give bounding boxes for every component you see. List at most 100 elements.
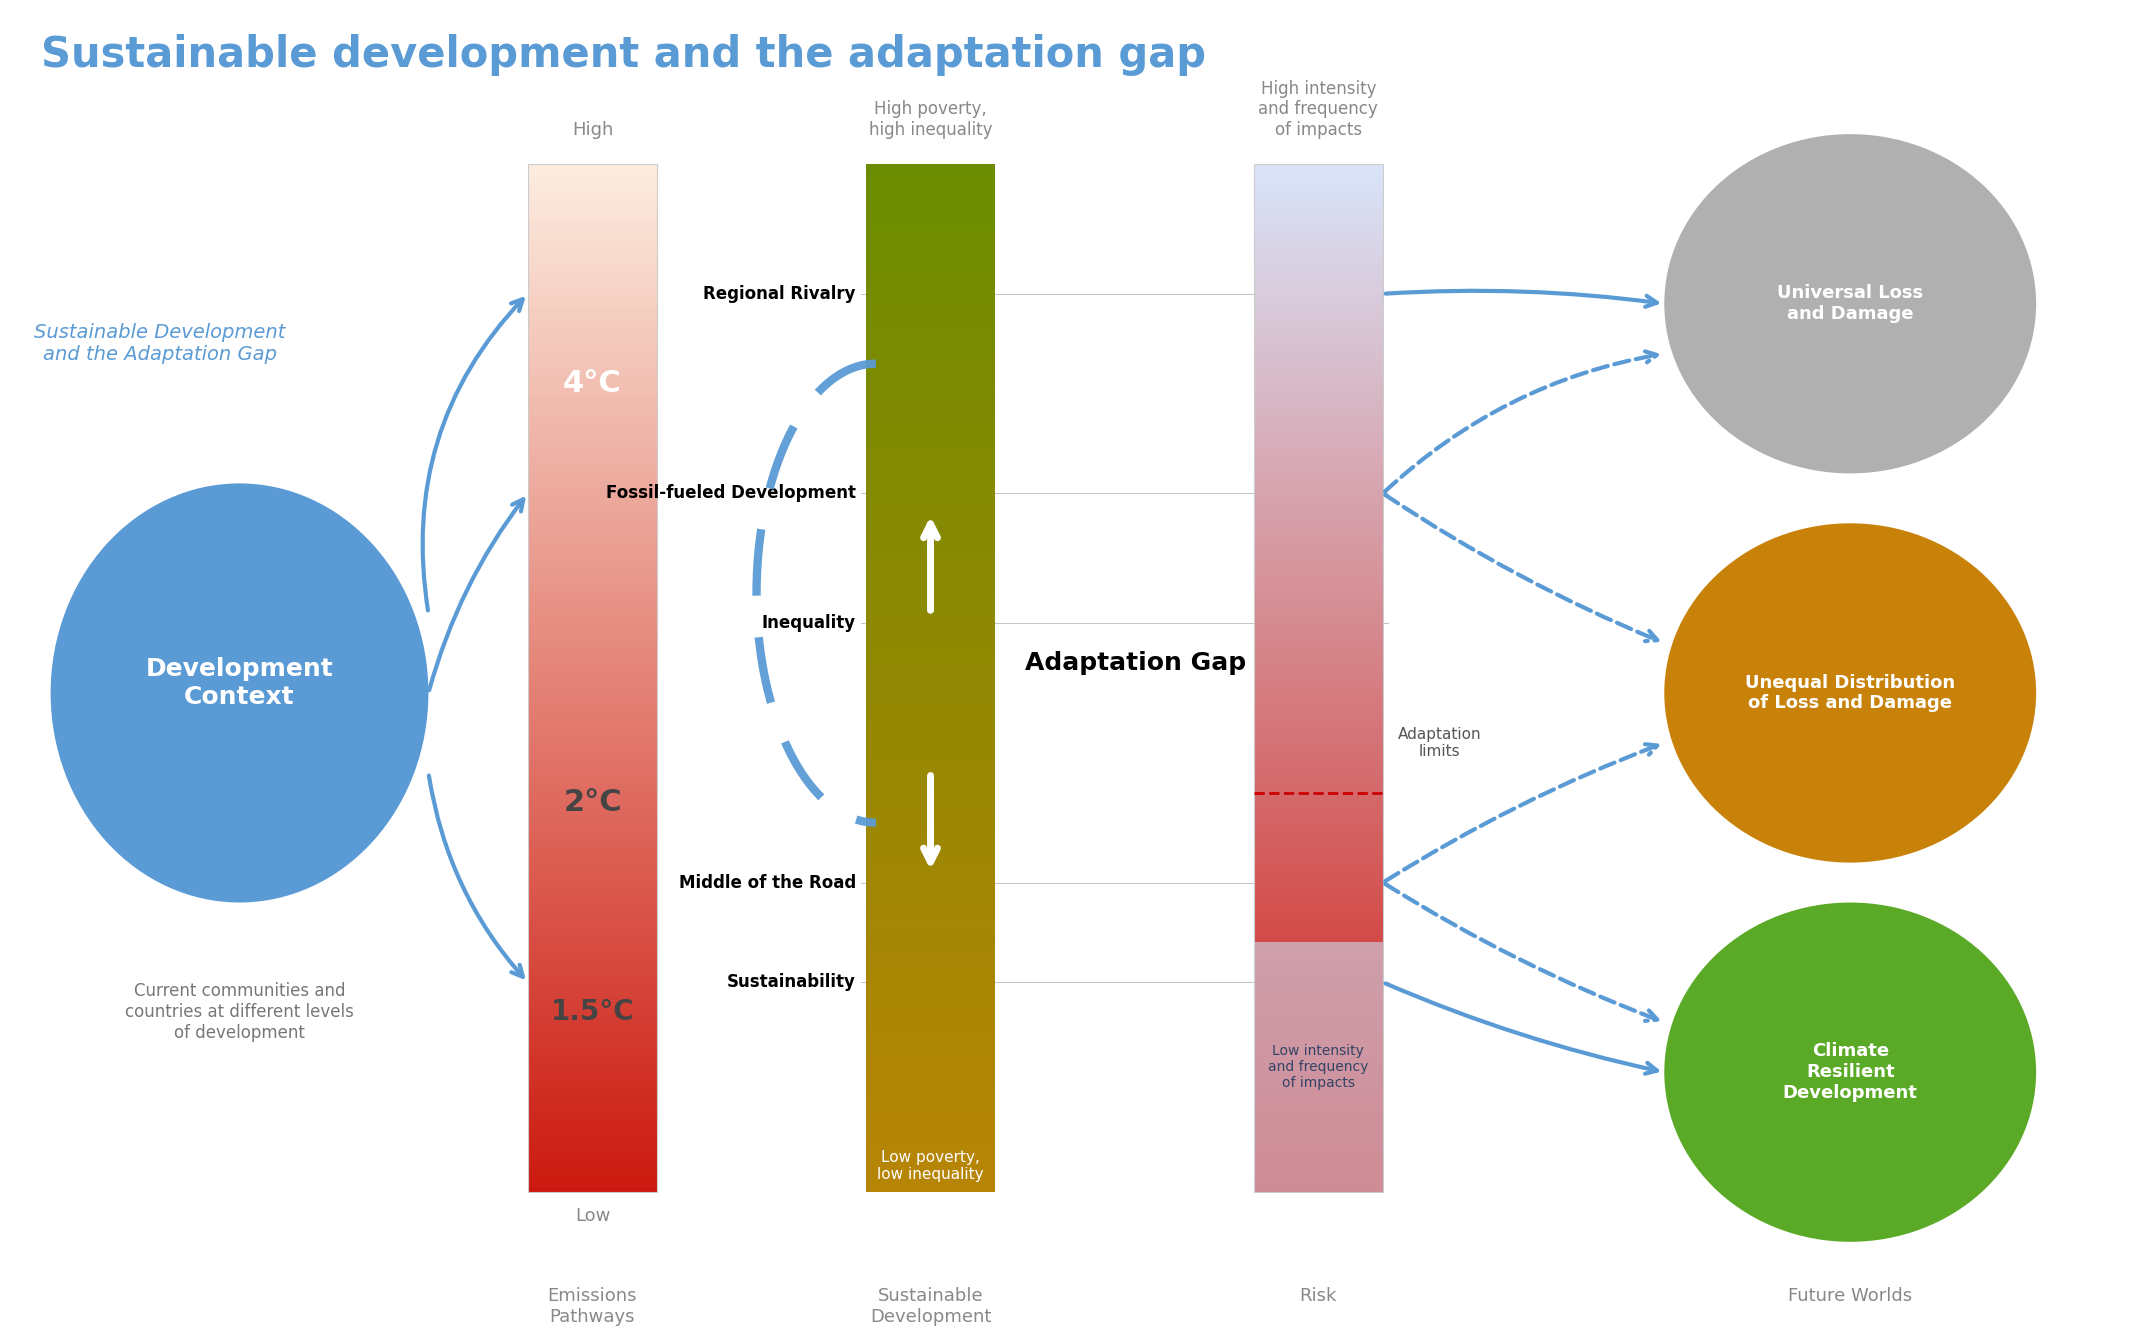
Bar xyxy=(528,555,658,560)
Bar xyxy=(1254,1058,1384,1064)
Bar xyxy=(1254,457,1384,462)
Bar xyxy=(528,976,658,982)
Bar xyxy=(1254,780,1384,786)
Bar xyxy=(1254,1115,1384,1120)
Bar xyxy=(867,673,994,678)
Bar xyxy=(1254,662,1384,667)
Bar xyxy=(528,658,658,662)
Bar xyxy=(867,771,994,776)
Bar xyxy=(1254,1166,1384,1171)
Bar xyxy=(867,868,994,873)
Bar xyxy=(1254,195,1384,200)
Bar xyxy=(528,1166,658,1171)
Bar xyxy=(1254,873,1384,878)
Bar xyxy=(867,560,994,565)
Bar xyxy=(528,1007,658,1013)
Bar xyxy=(1254,406,1384,411)
Bar xyxy=(528,1089,658,1095)
Bar xyxy=(528,1027,658,1033)
Bar xyxy=(1254,355,1384,360)
Bar xyxy=(1254,673,1384,678)
Bar xyxy=(528,755,658,760)
Bar xyxy=(1254,627,1384,631)
Text: Sustainability: Sustainability xyxy=(728,974,856,991)
Bar xyxy=(867,780,994,786)
Bar xyxy=(1254,817,1384,822)
Bar xyxy=(1254,709,1384,714)
Bar xyxy=(528,447,658,451)
Bar xyxy=(867,884,994,889)
Bar xyxy=(528,622,658,627)
Bar xyxy=(528,853,658,858)
Bar xyxy=(867,231,994,236)
Text: 1.5°C: 1.5°C xyxy=(551,998,634,1026)
Bar xyxy=(1254,714,1384,719)
Bar xyxy=(1254,586,1384,591)
Bar xyxy=(1254,889,1384,894)
Bar xyxy=(1254,231,1384,236)
Bar xyxy=(528,513,658,518)
Bar xyxy=(528,369,658,375)
Bar xyxy=(1254,1176,1384,1182)
Bar xyxy=(867,791,994,796)
Bar xyxy=(1254,1044,1384,1048)
Bar xyxy=(1254,749,1384,755)
Bar xyxy=(528,324,658,329)
Bar xyxy=(528,842,658,847)
Bar xyxy=(528,575,658,580)
Text: 4°C: 4°C xyxy=(562,369,622,398)
Bar xyxy=(528,349,658,355)
Bar xyxy=(867,169,994,175)
Bar xyxy=(867,1109,994,1115)
Bar xyxy=(1254,631,1384,637)
Text: Adaptation Gap: Adaptation Gap xyxy=(1024,651,1245,676)
Bar xyxy=(867,293,994,298)
Bar xyxy=(528,960,658,966)
Bar xyxy=(1254,1022,1384,1027)
Bar xyxy=(867,226,994,231)
Text: Risk: Risk xyxy=(1299,1287,1337,1305)
Bar xyxy=(867,925,994,929)
Bar xyxy=(1254,442,1384,447)
Bar xyxy=(528,982,658,986)
Bar xyxy=(867,1069,994,1073)
Bar xyxy=(867,478,994,482)
Bar xyxy=(867,344,994,349)
Bar xyxy=(528,806,658,811)
Bar xyxy=(867,375,994,380)
Bar xyxy=(867,518,994,524)
Bar xyxy=(528,1058,658,1064)
Bar xyxy=(867,611,994,616)
Bar xyxy=(528,1033,658,1038)
Bar xyxy=(867,776,994,780)
Bar xyxy=(867,1033,994,1038)
Bar xyxy=(1254,400,1384,406)
Bar xyxy=(528,569,658,575)
Bar xyxy=(867,457,994,462)
Bar xyxy=(867,411,994,416)
Bar xyxy=(867,853,994,858)
Bar xyxy=(1254,215,1384,220)
Bar xyxy=(867,760,994,766)
Bar xyxy=(528,267,658,273)
Bar xyxy=(867,1187,994,1193)
Bar xyxy=(528,704,658,709)
Bar xyxy=(867,600,994,606)
Bar xyxy=(528,1171,658,1176)
Bar xyxy=(867,565,994,569)
Bar xyxy=(867,215,994,220)
Bar xyxy=(528,431,658,436)
Bar xyxy=(528,673,658,678)
Bar xyxy=(1254,796,1384,802)
Bar xyxy=(1254,333,1384,338)
Bar xyxy=(1254,273,1384,277)
Text: Sustainable development and the adaptation gap: Sustainable development and the adaptati… xyxy=(40,35,1205,77)
Bar xyxy=(1254,945,1384,951)
Bar xyxy=(528,1146,658,1151)
Bar xyxy=(867,991,994,997)
Text: High intensity
and frequency
of impacts: High intensity and frequency of impacts xyxy=(1258,79,1377,140)
Bar xyxy=(528,524,658,529)
Bar xyxy=(867,986,994,991)
Bar xyxy=(1254,1156,1384,1162)
Bar xyxy=(528,338,658,344)
